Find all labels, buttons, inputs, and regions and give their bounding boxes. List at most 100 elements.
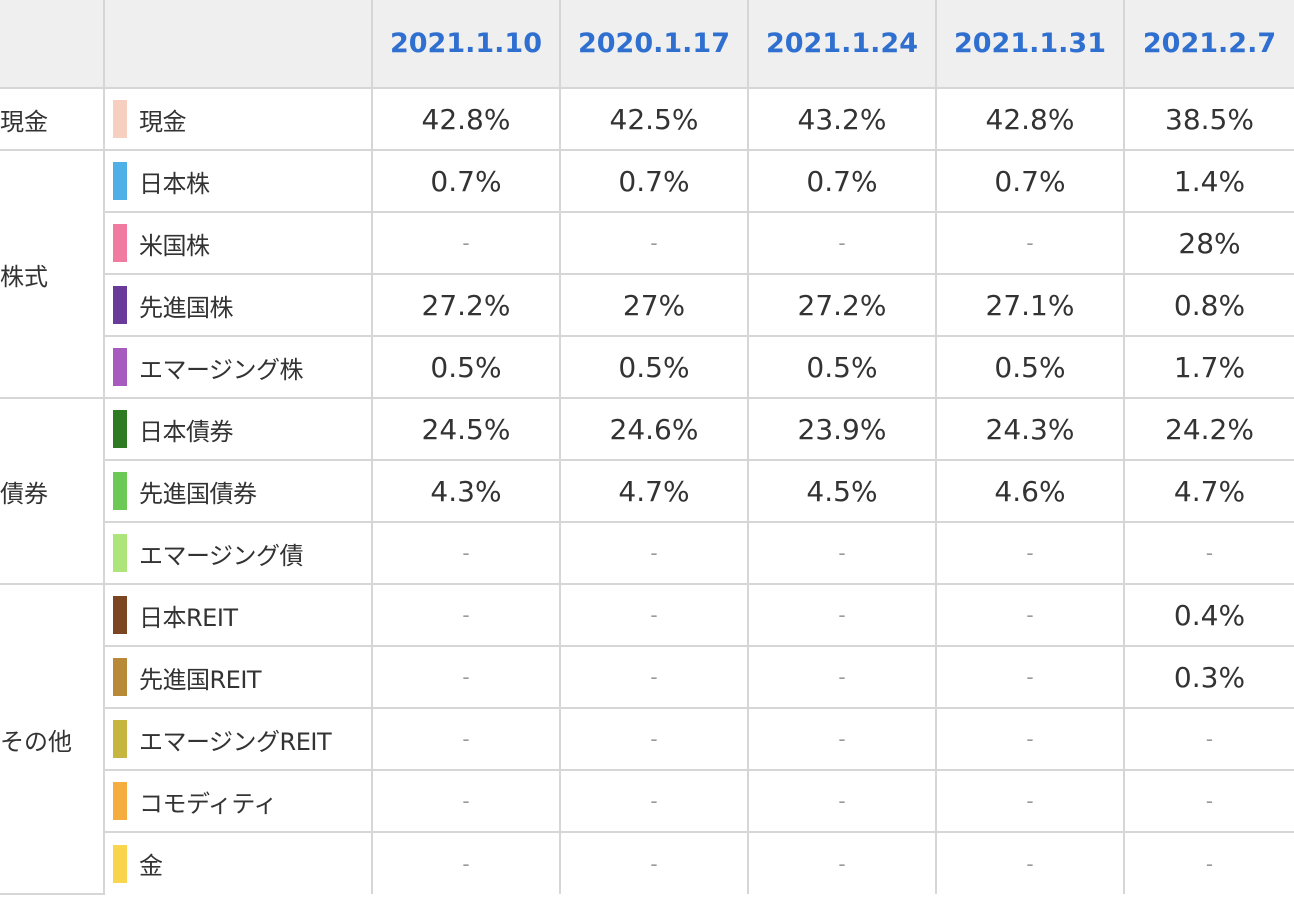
value-cell: 0.4% xyxy=(1123,583,1294,647)
value-cell: 24.2% xyxy=(1123,397,1294,461)
group-label: その他 xyxy=(0,583,105,895)
value-cell: - xyxy=(747,831,937,894)
table-row: 現金 現金 42.8% 42.5% 43.2% 42.8% 38.5% xyxy=(0,87,1294,151)
color-swatch xyxy=(113,472,127,510)
value-cell: - xyxy=(371,583,561,647)
asset-cell: エマージングREIT xyxy=(104,707,373,771)
value-cell: 4.6% xyxy=(935,459,1125,523)
color-swatch xyxy=(113,348,127,386)
asset-cell: 先進国株 xyxy=(104,273,373,337)
asset-cell: エマージング株 xyxy=(104,335,373,399)
asset-label: 先進国REIT xyxy=(139,665,262,694)
table-body: 現金 現金 42.8% 42.5% 43.2% 42.8% 38.5% 株式 日本株 0.7% 0.… xyxy=(0,87,1294,895)
value-cell: 27.1% xyxy=(935,273,1125,337)
asset-label: 米国株 xyxy=(139,231,210,260)
color-swatch xyxy=(113,596,127,634)
value-cell: 0.7% xyxy=(371,149,561,213)
value-cell: - xyxy=(747,769,937,833)
header-date-2: 2020.1.17 xyxy=(559,0,749,89)
header-asset-cell xyxy=(103,0,373,89)
group-label: 債券 xyxy=(0,397,105,585)
color-swatch xyxy=(113,224,127,262)
asset-label: エマージング株 xyxy=(139,355,304,384)
value-cell: 27.2% xyxy=(371,273,561,337)
asset-cell: コモディティ xyxy=(104,769,373,833)
color-swatch xyxy=(113,410,127,448)
value-cell: - xyxy=(935,707,1125,771)
value-cell: - xyxy=(371,521,561,585)
value-cell: - xyxy=(371,211,561,275)
color-swatch xyxy=(113,658,127,696)
table-row: 株式 日本株 0.7% 0.7% 0.7% 0.7% 1.4% xyxy=(0,149,1294,399)
value-cell: - xyxy=(747,521,937,585)
value-cell: 0.8% xyxy=(1123,273,1294,337)
value-cell: 1.4% xyxy=(1123,149,1294,213)
header-group-cell xyxy=(0,0,105,89)
asset-label: 先進国債券 xyxy=(139,479,257,508)
table-row: エマージング債 - - - - - xyxy=(0,521,1294,585)
value-cell: - xyxy=(371,831,561,894)
value-cell: - xyxy=(935,769,1125,833)
value-cell: 0.5% xyxy=(935,335,1125,399)
value-cell: - xyxy=(371,707,561,771)
value-cell: 0.5% xyxy=(559,335,749,399)
asset-cell: エマージング債 xyxy=(104,521,373,585)
value-cell: 0.5% xyxy=(747,335,937,399)
value-cell: - xyxy=(1123,831,1294,894)
value-cell: 27.2% xyxy=(747,273,937,337)
value-cell: - xyxy=(747,645,937,709)
value-cell: 0.7% xyxy=(747,149,937,213)
asset-cell: 日本REIT xyxy=(103,583,373,647)
color-swatch xyxy=(113,162,127,200)
asset-label: エマージング債 xyxy=(139,541,304,570)
value-cell: 0.7% xyxy=(559,149,749,213)
table-row: 先進国REIT - - - -0.3% xyxy=(0,645,1294,709)
value-cell: - xyxy=(1123,707,1294,771)
asset-cell: 米国株 xyxy=(104,211,373,275)
value-cell: 0.7% xyxy=(935,149,1125,213)
value-cell: - xyxy=(559,583,749,647)
value-cell: 24.3% xyxy=(935,397,1125,461)
asset-cell: 金 xyxy=(104,831,373,894)
value-cell: 27% xyxy=(559,273,749,337)
value-cell: - xyxy=(747,211,937,275)
value-cell: - xyxy=(935,521,1125,585)
value-cell: 4.7% xyxy=(1123,459,1294,523)
value-cell: - xyxy=(1123,521,1294,585)
value-cell: - xyxy=(935,645,1125,709)
value-cell: - xyxy=(559,645,749,709)
value-cell: 38.5% xyxy=(1123,87,1294,151)
table-row: エマージングREIT - - - - - xyxy=(0,707,1294,771)
value-cell: - xyxy=(747,583,937,647)
header-row: 2021.1.10 2020.1.17 2021.1.24 2021.1.31 … xyxy=(0,0,1294,89)
asset-label: 現金 xyxy=(139,107,187,136)
asset-label: 日本株 xyxy=(139,169,210,198)
value-cell: 4.3% xyxy=(371,459,561,523)
header-date-3: 2021.1.24 xyxy=(747,0,937,89)
value-cell: - xyxy=(559,521,749,585)
color-swatch xyxy=(113,844,127,883)
value-cell: - xyxy=(559,831,749,894)
value-cell: 23.9% xyxy=(747,397,937,461)
header-date-1: 2021.1.10 xyxy=(371,0,561,89)
value-cell: - xyxy=(559,211,749,275)
table-row: 米国株 - - - -28% xyxy=(0,211,1294,275)
value-cell: - xyxy=(559,707,749,771)
asset-label: エマージングREIT xyxy=(139,727,332,756)
table-row: コモディティ - - - - - xyxy=(0,769,1294,833)
value-cell: - xyxy=(935,211,1125,275)
color-swatch xyxy=(113,534,127,572)
table-row: 先進国債券 4.3% 4.7% 4.5% 4.6% 4.7% xyxy=(0,459,1294,523)
value-cell: 42.8% xyxy=(371,87,561,151)
color-swatch xyxy=(113,782,127,820)
value-cell: - xyxy=(747,707,937,771)
color-swatch xyxy=(113,100,127,138)
value-cell: 0.5% xyxy=(371,335,561,399)
value-cell: - xyxy=(371,645,561,709)
value-cell: 24.6% xyxy=(559,397,749,461)
value-cell: 0.3% xyxy=(1123,645,1294,709)
table-row: 金----- xyxy=(0,831,1294,894)
asset-cell: 先進国債券 xyxy=(104,459,373,523)
color-swatch xyxy=(113,286,127,324)
